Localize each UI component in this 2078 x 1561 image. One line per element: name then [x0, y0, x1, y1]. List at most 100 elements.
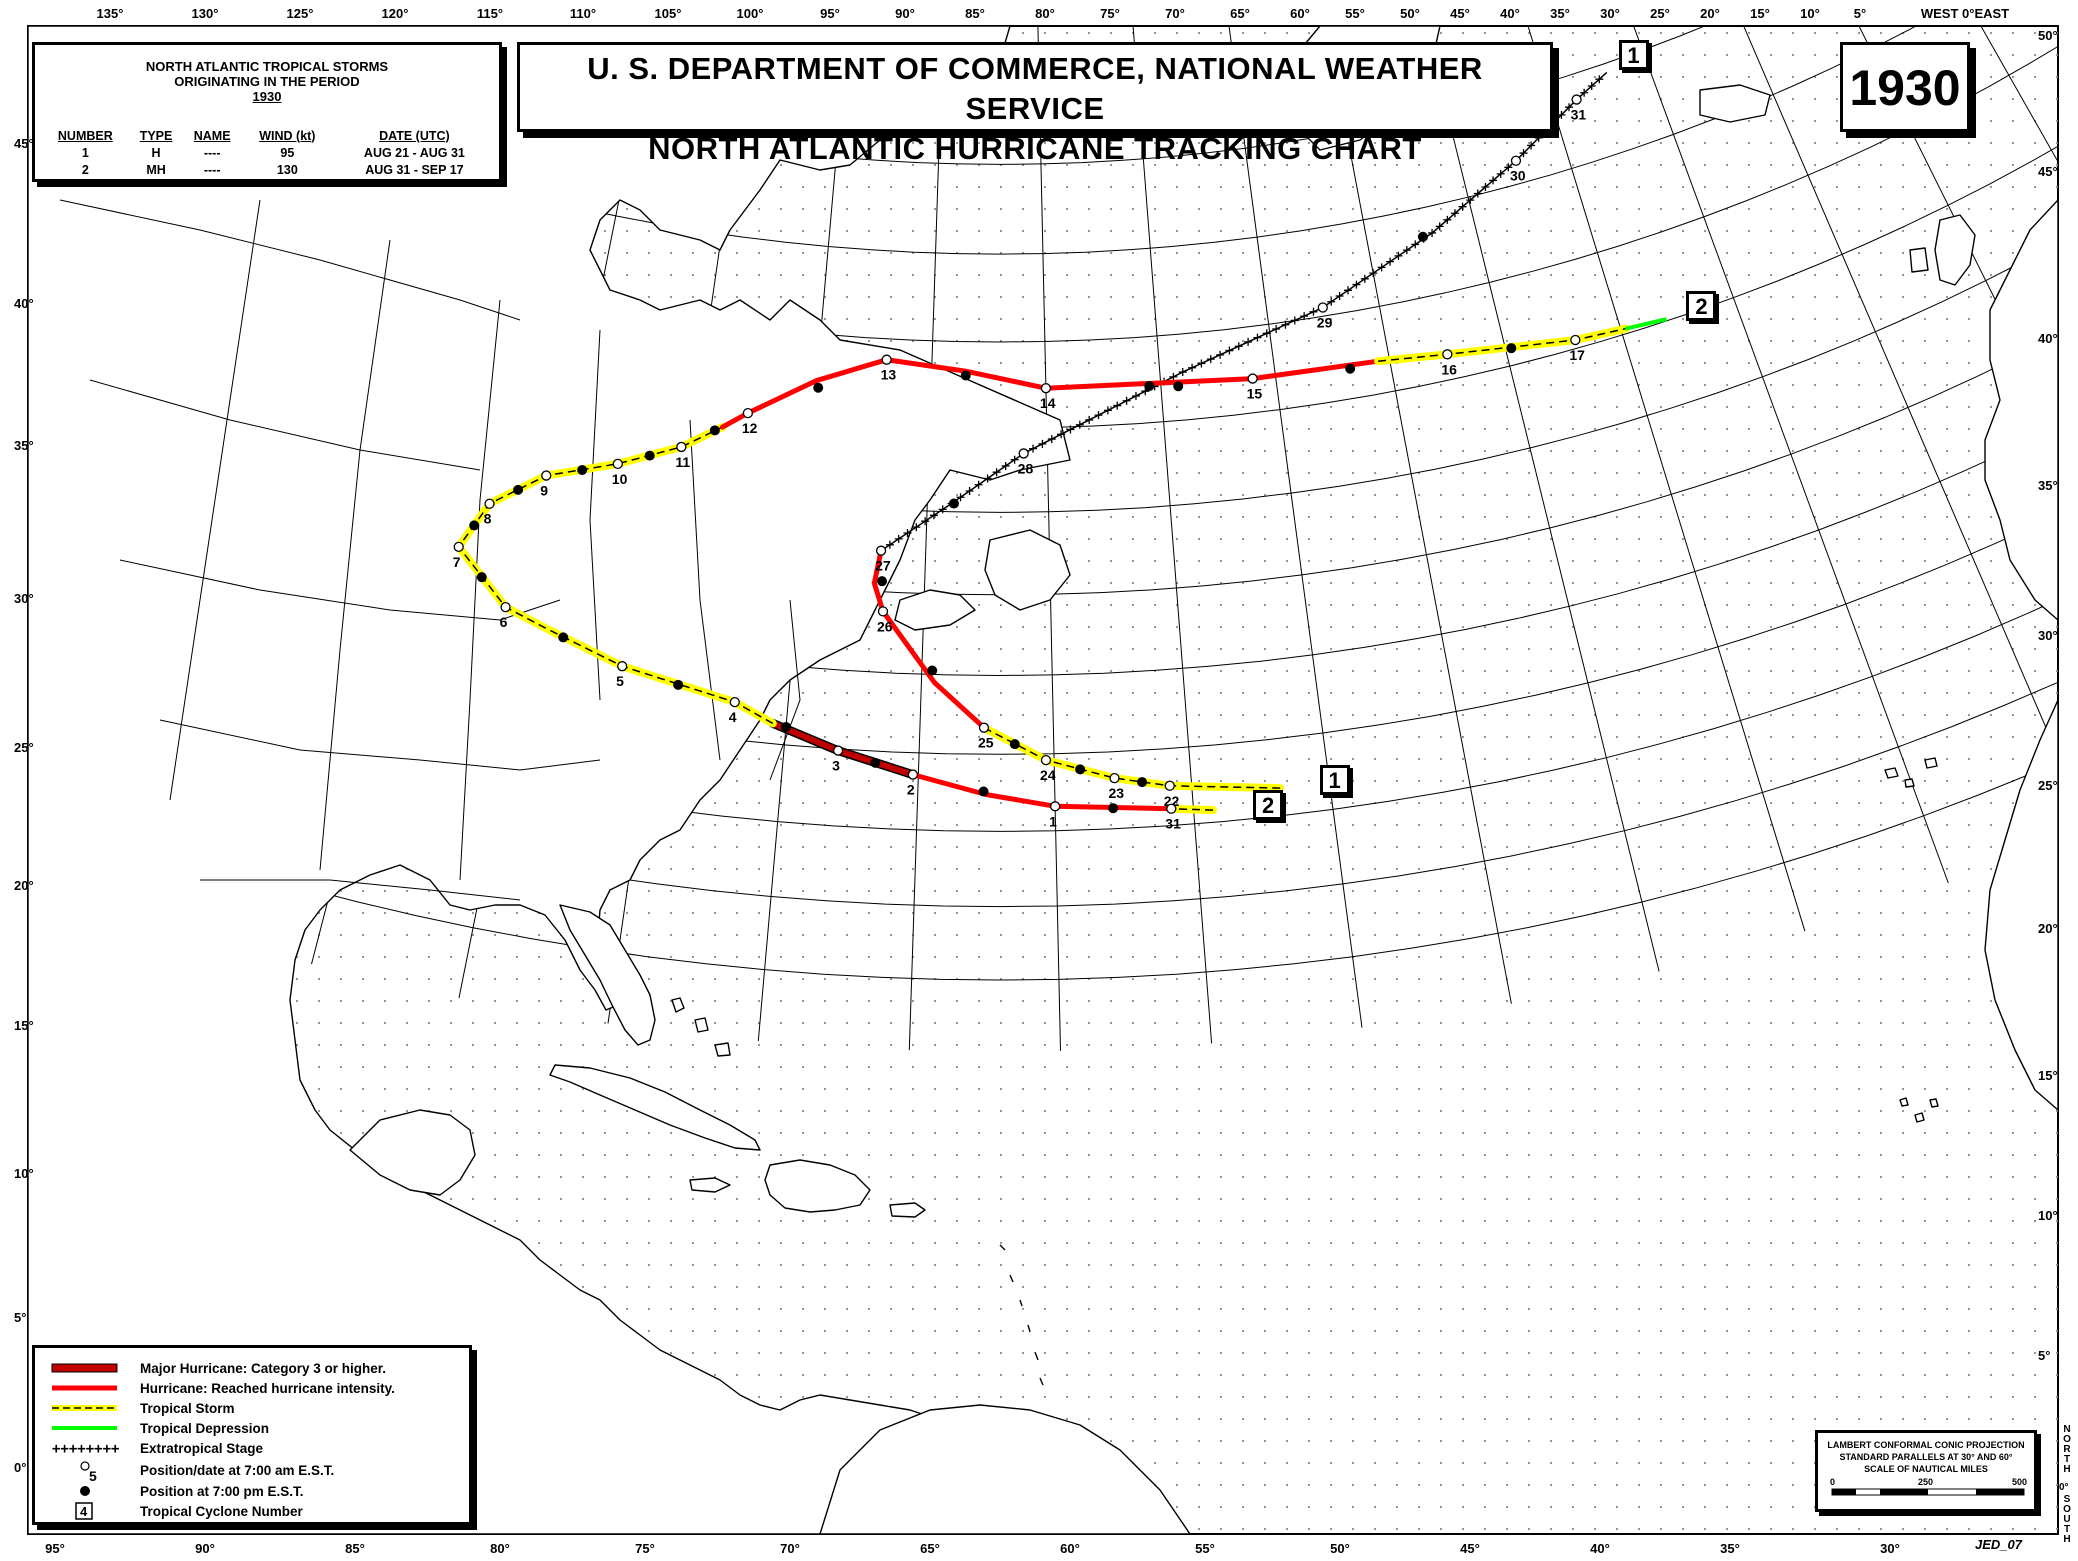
- extratropical-mark: [1300, 312, 1309, 321]
- top-lon-label: 100°: [737, 6, 764, 21]
- scale-bar: 0 250 500: [1830, 1477, 2027, 1496]
- extratropical-mark: [1557, 110, 1566, 119]
- newfoundland-island: [984, 529, 1071, 611]
- position-pm-marker: [877, 576, 888, 587]
- puerto-rico-island: [889, 1202, 926, 1218]
- cell-number: 1: [81, 145, 89, 160]
- top-lon-label: WEST 0°EAST: [1921, 6, 2009, 21]
- bottom-lon-label: 55°: [1195, 1541, 1215, 1556]
- position-am-marker: [1442, 349, 1453, 360]
- top-lon-label: 85°: [965, 6, 985, 21]
- bottom-lon-label: 60°: [1060, 1541, 1080, 1556]
- position-pm-marker: [577, 465, 588, 476]
- position-pm-marker: [870, 757, 881, 768]
- cell-name: ----: [203, 145, 221, 160]
- africa-landmass: [1984, 699, 2058, 1111]
- date-label: 22: [1164, 793, 1180, 809]
- extratropical-mark: [1066, 425, 1075, 434]
- right-lat-label: 30°: [2038, 628, 2058, 643]
- position-am-marker: [1571, 94, 1582, 105]
- date-label: 31: [1571, 107, 1587, 123]
- meridian-line: [1633, 26, 1949, 884]
- right-lat-label: 50°: [2038, 28, 2058, 43]
- storm-table-heading-2: ORIGINATING IN THE PERIOD: [174, 74, 360, 89]
- date-label: 15: [1247, 386, 1263, 402]
- extratropical-mark: [1369, 269, 1378, 278]
- extratropical-mark: [1394, 251, 1403, 260]
- cyclone-number-2-start: 2: [1253, 789, 1284, 820]
- top-lon-label: 10°: [1800, 6, 1820, 21]
- cell-type: MH: [146, 162, 166, 177]
- legend-extratropical-label: Extratropical Stage: [140, 1440, 264, 1456]
- extratropical-mark: [912, 523, 921, 532]
- projection-line-2: STANDARD PARALLELS AT 30° AND 60°: [1839, 1452, 2013, 1462]
- extratropical-mark: [1216, 350, 1225, 359]
- right-lat-label: 45°: [2038, 164, 2058, 179]
- track-tropical-storm-dash: [983, 727, 1281, 789]
- cyclone-number-1-start: 1: [1319, 764, 1350, 795]
- extratropical-mark: [1580, 88, 1589, 97]
- left-lat-label: 10°: [14, 1166, 34, 1181]
- extratropical-mark: [1377, 263, 1386, 272]
- date-label: 29: [1317, 315, 1333, 331]
- position-am-marker: [877, 606, 889, 617]
- top-lon-label: 120°: [382, 6, 409, 21]
- extratropical-mark: [1122, 396, 1131, 405]
- extratropical-mark: [1188, 363, 1197, 372]
- legend-position-pm-label: Position at 7:00 pm E.S.T.: [140, 1483, 304, 1499]
- extratropical-mark: [1411, 240, 1420, 249]
- projection-line-3: SCALE OF NAUTICAL MILES: [1864, 1464, 1988, 1474]
- date-label: 4: [729, 709, 737, 725]
- svg-text:++++++++: ++++++++: [52, 1441, 119, 1457]
- extratropical-mark: [1565, 103, 1574, 112]
- top-lon-label: 130°: [192, 6, 219, 21]
- bottom-lon-label: 30°: [1880, 1541, 1900, 1556]
- position-am-marker: [1049, 801, 1061, 812]
- position-am-marker: [541, 470, 552, 481]
- date-label: 8: [484, 511, 492, 527]
- date-label: 14: [1040, 395, 1056, 411]
- position-am-marker: [1510, 155, 1522, 166]
- cell-number: 2: [81, 162, 89, 177]
- position-am-marker: [978, 722, 990, 733]
- scale-label-0: 0: [1830, 1477, 1835, 1487]
- extratropical-mark: [965, 486, 974, 495]
- cyclone-number-1-end: 1: [1618, 40, 1649, 71]
- cuba-island: [549, 1064, 761, 1151]
- extratropical-mark: [903, 528, 912, 537]
- position-pm-marker: [709, 425, 720, 436]
- top-lon-label: 105°: [655, 6, 682, 21]
- position-am-marker: [676, 441, 687, 453]
- extratropical-mark: [1178, 368, 1187, 377]
- top-lon-label: 35°: [1550, 6, 1570, 21]
- extratropical-mark: [1443, 215, 1452, 224]
- date-label: 2: [907, 782, 915, 798]
- date-label: 27: [875, 558, 891, 574]
- extratropical-mark: [1481, 182, 1490, 191]
- position-pm-marker: [1506, 343, 1517, 354]
- top-lon-label: 20°: [1700, 6, 1720, 21]
- position-am-marker: [1166, 803, 1177, 814]
- extratropical-mark: [1435, 222, 1444, 231]
- position-am-marker: [1570, 334, 1581, 346]
- lesser-antilles: [999, 1244, 1044, 1386]
- left-lat-label: 35°: [14, 438, 34, 453]
- top-lon-label: 135°: [97, 6, 124, 21]
- date-label: 17: [1569, 347, 1585, 363]
- position-am-marker: [500, 601, 511, 613]
- extratropical-mark: [1131, 391, 1140, 400]
- cape-verde-islands: [1899, 1097, 1939, 1123]
- table-row: 2 MH ---- 130 AUG 31 - SEP 17: [41, 161, 496, 178]
- extratropical-mark: [1169, 372, 1178, 381]
- extratropical-mark: [1360, 274, 1369, 283]
- equator-label: 0°: [2059, 1482, 2069, 1493]
- position-pm-marker: [1144, 380, 1155, 391]
- position-am-marker: [1164, 780, 1175, 791]
- legend-position-am-label: Position/date at 7:00 am E.S.T.: [140, 1462, 335, 1478]
- top-lon-label: 65°: [1230, 6, 1250, 21]
- position-pm-marker: [644, 450, 655, 461]
- date-label: 7: [453, 554, 461, 570]
- cell-wind: 130: [276, 162, 298, 177]
- position-pm-marker: [978, 786, 989, 797]
